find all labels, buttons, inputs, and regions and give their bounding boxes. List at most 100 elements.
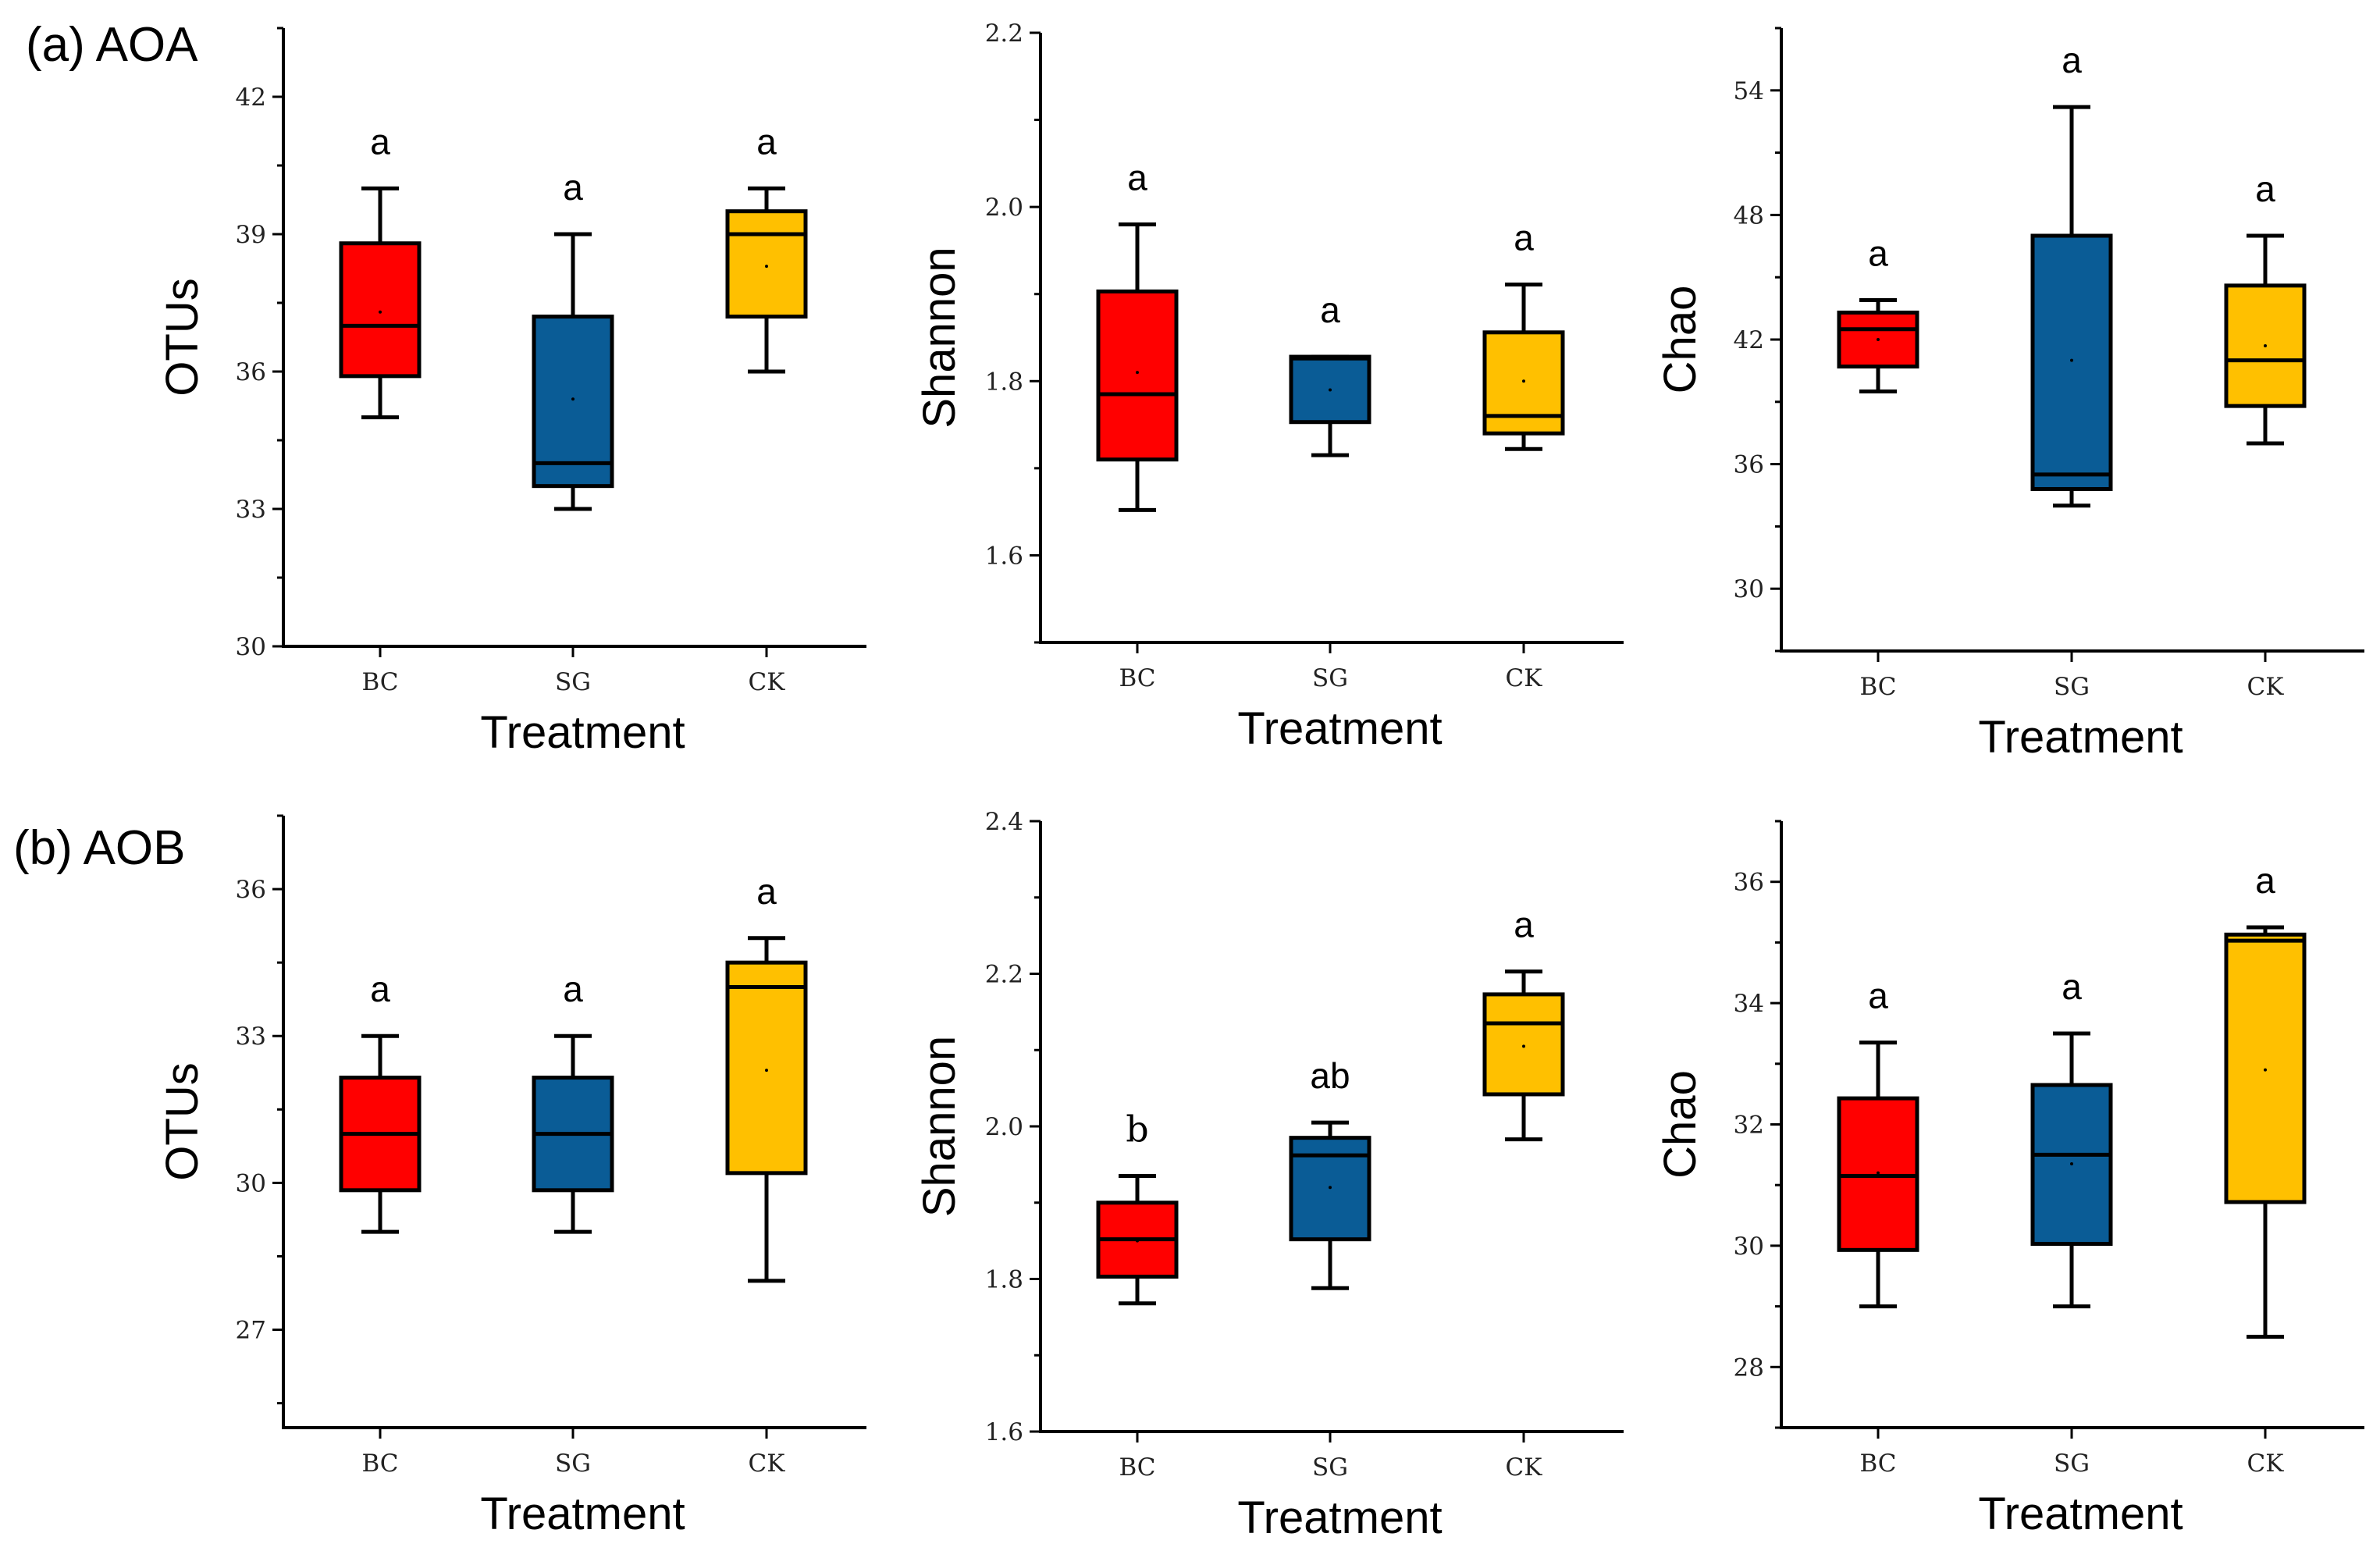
x-axis-title: Treatment — [480, 707, 685, 758]
mean-point — [1877, 1171, 1880, 1175]
significance-letter: a — [1868, 976, 1888, 1016]
box-body — [725, 960, 808, 1176]
y-tick-label: 1.6 — [985, 1418, 1023, 1446]
significance-letter: a — [1127, 157, 1147, 197]
x-axis-title: Treatment — [480, 1489, 685, 1539]
significance-letter: a — [2255, 860, 2275, 901]
y-tick-label: 2.0 — [985, 1113, 1023, 1141]
box-body — [1096, 289, 1179, 462]
x-axis-title: Treatment — [1978, 712, 2183, 763]
x-tick-label: SG — [1312, 664, 1348, 692]
box-sg: a — [532, 167, 614, 511]
box-body — [1482, 992, 1565, 1097]
significance-letter: a — [370, 121, 390, 162]
box-bc: a — [1837, 976, 1919, 1309]
y-tick-label: 36 — [1734, 451, 1764, 479]
x-tick-label: BC — [361, 668, 398, 696]
y-tick-label: 33 — [236, 496, 266, 524]
significance-letter: a — [2255, 169, 2275, 209]
x-tick-label: SG — [555, 668, 591, 696]
mean-point — [2264, 1068, 2267, 1072]
panel-aob-chao: 28 30 32 34 36 Chao BC SG CK Treatment a a a — [1655, 820, 2364, 1539]
y-tick-label: 36 — [236, 876, 266, 904]
mean-point — [765, 265, 768, 269]
significance-letter: ab — [1310, 1055, 1350, 1096]
box-sg: a — [2030, 966, 2113, 1309]
x-tick-label: CK — [2247, 1450, 2285, 1478]
mean-point — [1329, 388, 1332, 392]
mean-point — [571, 397, 575, 401]
x-axis-title: Treatment — [1237, 1492, 1442, 1543]
row-label-aoa: (a) AOA — [26, 18, 198, 72]
box-sg: ab — [1289, 1055, 1371, 1290]
box-body — [339, 241, 422, 379]
y-tick-label: 30 — [236, 633, 266, 661]
panel-aob-otus: 27 30 33 36 OTUs BC SG CK Treatment a a a — [157, 814, 866, 1539]
significance-letter: a — [2062, 40, 2082, 80]
y-axis-title: Shannon — [914, 247, 965, 428]
significance-letter: a — [563, 167, 583, 208]
mean-point — [1136, 1239, 1139, 1243]
y-tick-label: 2.4 — [985, 808, 1023, 836]
mean-point — [2264, 343, 2267, 347]
x-tick-label: SG — [1312, 1453, 1348, 1482]
x-tick-label: BC — [1119, 1453, 1155, 1482]
y-tick-label: 39 — [236, 221, 266, 249]
y-tick-label: 33 — [236, 1023, 266, 1051]
y-tick-label: 30 — [1734, 1233, 1764, 1261]
box-body — [1837, 310, 1919, 369]
y-tick-label: 32 — [1734, 1112, 1764, 1140]
significance-letter: a — [1320, 290, 1340, 330]
y-tick-label: 54 — [1734, 77, 1764, 105]
x-tick-label: CK — [1506, 1453, 1543, 1482]
x-axis-title: Treatment — [1237, 703, 1442, 754]
significance-letter: a — [370, 969, 390, 1009]
mean-point — [1522, 379, 1525, 383]
box-ck: a — [2224, 860, 2307, 1339]
box-sg: a — [532, 969, 614, 1234]
significance-letter: a — [1868, 233, 1888, 273]
x-tick-label: BC — [1119, 664, 1155, 692]
x-tick-label: SG — [2054, 673, 2090, 701]
box-bc: a — [1837, 233, 1919, 393]
y-axis-title: Chao — [1655, 1070, 1706, 1179]
y-tick-label: 1.8 — [985, 368, 1023, 396]
y-tick-label: 42 — [1734, 326, 1764, 354]
y-tick-label: 28 — [1734, 1354, 1764, 1382]
box-ck: a — [725, 121, 808, 374]
panel-aoa-otus: 30 33 36 39 42 OTUs BC SG CK Treatment a a a — [157, 27, 866, 758]
y-tick-label: 30 — [236, 1169, 266, 1197]
y-tick-label: 42 — [236, 84, 266, 112]
significance-letter: a — [2062, 966, 2082, 1007]
x-tick-label: BC — [1859, 1450, 1896, 1478]
y-tick-label: 2.0 — [985, 194, 1023, 222]
x-tick-label: SG — [2054, 1450, 2090, 1478]
box-ck: a — [725, 871, 808, 1283]
mean-point — [379, 1132, 382, 1136]
x-tick-label: CK — [1506, 664, 1543, 692]
panel-aoa-shannon: 1.6 1.8 2.0 2.2 Shannon BC SG CK Treatment a a a — [914, 20, 1624, 754]
box-sg: a — [2030, 40, 2113, 508]
box-bc: b — [1096, 1108, 1179, 1306]
mean-point — [1136, 371, 1139, 375]
x-tick-label: BC — [1859, 673, 1896, 701]
significance-letter: a — [563, 969, 583, 1009]
y-tick-label: 1.6 — [985, 542, 1023, 570]
box-ck: a — [1482, 217, 1565, 451]
x-tick-label: CK — [2247, 673, 2285, 701]
x-tick-label: CK — [749, 1450, 786, 1478]
y-tick-label: 1.8 — [985, 1266, 1023, 1294]
box-ck: a — [1482, 905, 1565, 1142]
y-tick-label: 36 — [236, 358, 266, 386]
y-axis-title: Chao — [1655, 286, 1706, 394]
box-bc: a — [339, 969, 422, 1234]
panels: 30 33 36 39 42 OTUs BC SG CK Treatment a a a 1.6 1.8 2.… — [157, 20, 2364, 1543]
y-tick-label: 36 — [1734, 869, 1764, 897]
row-label-aob: (b) AOB — [13, 821, 186, 875]
box-sg: a — [1289, 290, 1371, 457]
box-body — [1482, 330, 1565, 436]
mean-point — [379, 310, 382, 314]
y-axis-title: OTUs — [157, 278, 208, 396]
